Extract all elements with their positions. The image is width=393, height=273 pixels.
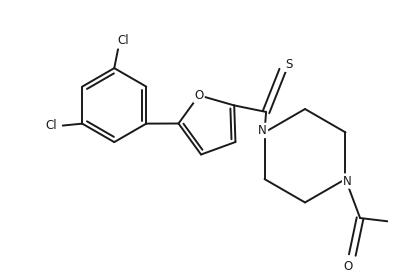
- Text: S: S: [285, 58, 292, 71]
- Text: Cl: Cl: [45, 119, 57, 132]
- Text: O: O: [344, 260, 353, 273]
- Text: Cl: Cl: [117, 34, 129, 48]
- Text: N: N: [343, 174, 352, 188]
- Text: N: N: [258, 124, 267, 137]
- Text: O: O: [195, 89, 204, 102]
